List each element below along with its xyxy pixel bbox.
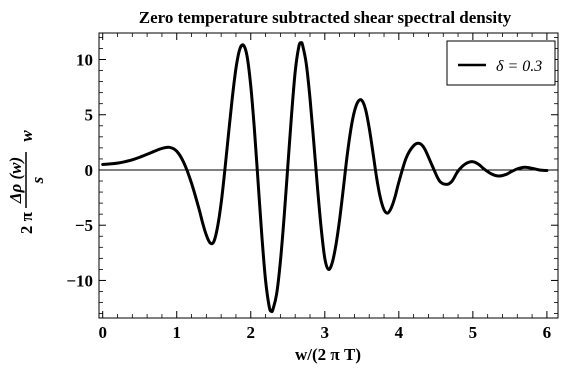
y-tick-label: −10 (66, 271, 93, 290)
x-tick-label: 6 (543, 323, 552, 342)
y-tick-label: 10 (76, 51, 93, 70)
legend-label: δ = 0.3 (496, 58, 542, 75)
y-tick-label: 5 (85, 106, 94, 125)
y-tick-label: 0 (85, 161, 94, 180)
y-label-suffix: w (17, 130, 36, 142)
y-label-prefix: 2 π (17, 211, 36, 234)
x-tick-label: 2 (247, 323, 256, 342)
plot-frame (98, 32, 559, 319)
x-tick-label: 5 (469, 323, 478, 342)
series-line (101, 41, 549, 314)
x-tick-label: 4 (395, 323, 404, 342)
x-tick-label: 1 (172, 323, 181, 342)
tick-labels: 0 1 2 3 4 5 6 −10 −5 0 5 10 (66, 51, 551, 342)
axis-ticks (99, 33, 558, 318)
y-axis-label: 2 π Δρ (w) s w (6, 130, 47, 234)
legend-box (446, 40, 556, 86)
x-tick-label: 0 (98, 323, 107, 342)
y-label-numerator: Δρ (w) (6, 157, 25, 204)
legend: δ = 0.3 (446, 40, 556, 86)
x-tick-label: 3 (321, 323, 330, 342)
chart-title: Zero temperature subtracted shear spectr… (139, 8, 512, 27)
x-axis-label: w/(2 π T) (295, 345, 361, 364)
y-label-denominator: s (28, 176, 47, 184)
y-tick-label: −5 (75, 216, 93, 235)
